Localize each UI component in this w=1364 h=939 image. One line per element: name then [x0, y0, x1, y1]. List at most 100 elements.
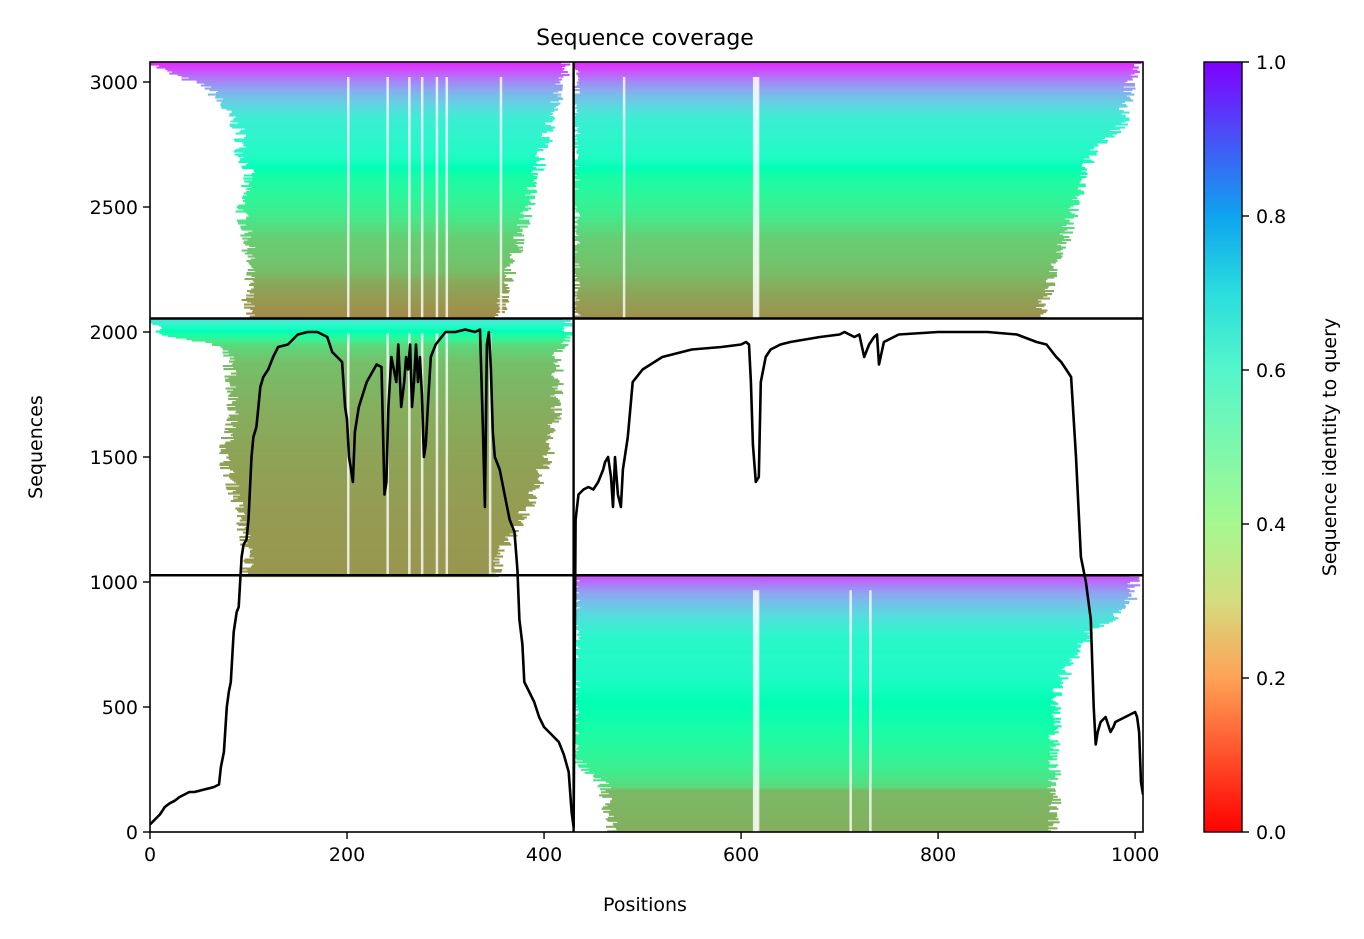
coverage-row [233, 356, 555, 359]
coverage-row [215, 92, 554, 95]
coverage-row [225, 378, 559, 381]
coverage-row [578, 80, 1128, 83]
coverage-row [573, 675, 1060, 678]
coverage-row [577, 149, 1091, 152]
coverage-row [579, 71, 1140, 74]
coverage-row [577, 746, 1051, 749]
coverage-row [188, 77, 559, 80]
coverage-row [577, 222, 1074, 225]
x-tick-label: 400 [526, 844, 562, 866]
coverage-row [573, 714, 1054, 717]
coverage-row [609, 813, 1058, 816]
coverage-row [574, 162, 1083, 165]
coverage-row [573, 192, 1085, 195]
coverage-row [244, 203, 536, 206]
coverage-row [575, 230, 1065, 233]
coverage-row [577, 276, 1055, 279]
coverage-row [225, 380, 560, 383]
coverage-row [240, 234, 525, 237]
coverage-row [575, 273, 1057, 276]
coverage-row [576, 743, 1060, 746]
coverage-row [574, 623, 1100, 626]
coverage-row [574, 245, 1062, 248]
coverage-row [576, 72, 1135, 75]
coverage-row [578, 585, 1135, 588]
coverage-row [606, 825, 1049, 828]
coverage-row [236, 482, 544, 485]
coverage-row [578, 288, 1045, 291]
coverage-row [573, 677, 1069, 680]
coverage-row [573, 648, 1079, 651]
coverage-row [232, 432, 550, 435]
coverage-row [245, 135, 542, 138]
coverage-row [242, 531, 515, 534]
coverage-row [573, 257, 1062, 260]
coverage-row [573, 627, 1091, 630]
coverage-row [226, 456, 544, 459]
coverage-row [230, 416, 558, 419]
gap-column [499, 77, 503, 319]
coverage-row [573, 200, 1079, 203]
coverage-row [575, 114, 1126, 117]
coverage-row [578, 629, 1093, 632]
coverage-row [576, 233, 1060, 236]
coverage-row [607, 816, 1056, 819]
coverage-row [573, 261, 1056, 264]
coverage-row [573, 620, 1113, 623]
coverage-row [250, 189, 537, 192]
coverage-row [247, 239, 525, 242]
coverage-row [573, 198, 1072, 201]
coverage-row [573, 252, 1064, 255]
coverage-row [573, 723, 1054, 726]
coverage-row [573, 621, 1110, 624]
coverage-row [573, 122, 1122, 125]
coverage-row [229, 393, 555, 396]
coverage-row [573, 594, 1132, 597]
coverage-row [580, 768, 1050, 771]
coverage-row [573, 173, 1088, 176]
coverage-row [578, 765, 1057, 768]
coverage-row [233, 150, 538, 153]
coverage-row [578, 636, 1091, 639]
coverage-row [573, 189, 1082, 192]
coverage-row [254, 276, 506, 279]
coverage-row [238, 524, 524, 527]
coverage-row [612, 822, 1054, 825]
coverage-row [573, 737, 1048, 740]
coverage-row [238, 396, 557, 399]
coverage-row [574, 741, 1054, 744]
colorbar-tick-label: 0.0 [1256, 822, 1286, 844]
x-tick-label: 600 [723, 844, 759, 866]
coverage-row [236, 528, 514, 531]
coverage-row [230, 125, 552, 128]
coverage-block [150, 62, 571, 320]
coverage-row [575, 735, 1050, 738]
coverage-row [607, 830, 1052, 832]
coverage-line [150, 328, 1143, 829]
coverage-row [241, 249, 524, 252]
coverage-row [573, 275, 1058, 278]
coverage-row [573, 180, 1081, 183]
coverage-row [573, 699, 1053, 702]
coverage-row [578, 165, 1082, 168]
coverage-row [573, 669, 1066, 672]
coverage-row [609, 782, 1056, 785]
coverage-row [579, 710, 1054, 713]
coverage-row [165, 68, 565, 71]
coverage-row [252, 309, 499, 312]
colorbar-tick-label: 0.2 [1256, 668, 1286, 690]
gap-columns [752, 590, 872, 832]
coverage-row [577, 128, 1120, 131]
coverage-row [243, 242, 525, 245]
coverage-row [573, 194, 1080, 197]
y-tick-label: 500 [102, 697, 138, 719]
coverage-row [575, 618, 1116, 621]
coverage-row [582, 759, 1049, 762]
coverage-row [574, 62, 1142, 65]
coverage-row [573, 644, 1081, 647]
coverage-row [573, 315, 1041, 318]
coverage-row [580, 686, 1063, 689]
coverage-row [573, 207, 1069, 210]
coverage-row [574, 726, 1059, 729]
coverage-row [245, 243, 516, 246]
